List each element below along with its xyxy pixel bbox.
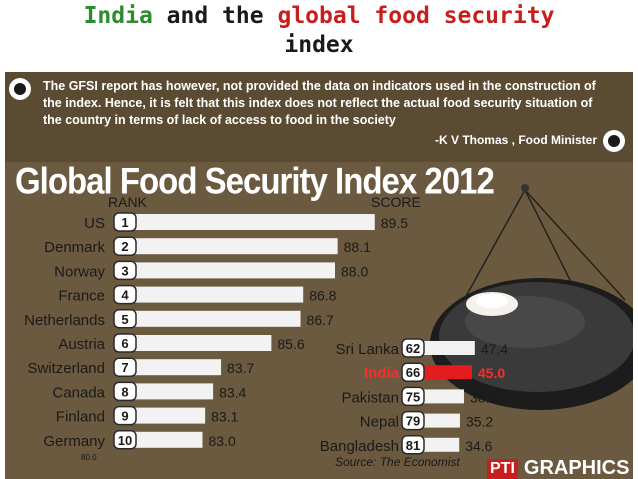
bar-us [123, 214, 375, 230]
score-label: 83.7 [227, 360, 254, 376]
country-label: India [364, 365, 400, 382]
bar-finland-rank: 9 [121, 409, 128, 424]
bar-germany-badge [113, 430, 137, 450]
title-india: India [83, 3, 153, 29]
bar-finland-badge [113, 405, 137, 426]
bar-norway-rank: 3 [121, 263, 128, 278]
bar-pakistan [417, 389, 464, 404]
country-label: France [58, 288, 105, 305]
score-label: 88.1 [344, 239, 371, 255]
bar-france-badge [113, 284, 137, 305]
scale-icon [430, 184, 633, 410]
score-label: 83.0 [209, 433, 236, 449]
score-label: 86.8 [309, 288, 336, 304]
brand-logo: PTI GRAPHICS [487, 457, 629, 479]
bar-us-badge [113, 212, 137, 232]
quote-attribution: -K V Thomas , Food Minister [434, 133, 597, 147]
bar-norway [123, 262, 335, 279]
bar-netherlands-rank: 5 [121, 312, 128, 327]
bar-france-rank: 4 [121, 288, 129, 303]
bar-india-badge [401, 362, 425, 382]
score-column-header: SCORE [371, 194, 421, 210]
score-label: 47.4 [481, 341, 508, 357]
country-label: US [84, 215, 105, 232]
title-and-the: and the [166, 3, 264, 29]
top-ten-series: US 1 89.5 Denmark 2 88.1 Norway 3 88.0 France 4 86.… [24, 212, 408, 450]
bar-sri-lanka [417, 341, 475, 355]
country-label: Nepal [360, 414, 399, 431]
bar-canada-badge [113, 381, 137, 402]
chart-area: US 1 89.5 Denmark 2 88.1 Norway 3 88.0 France 4 86.… [24, 184, 633, 462]
bar-germany-rank: 10 [118, 433, 132, 448]
score-label: 38.5 [470, 389, 497, 405]
bar-canada-rank: 8 [121, 384, 128, 399]
bar-india-rank: 66 [406, 365, 420, 380]
quote-open-icon [9, 78, 31, 100]
pti-logo: PTI [487, 458, 518, 479]
bar-netherlands [123, 310, 301, 327]
rank-column-header: RANK [108, 194, 147, 210]
bar-denmark-rank: 2 [121, 239, 128, 254]
score-label: 45.0 [478, 365, 505, 381]
bar-switzerland-badge [113, 357, 137, 377]
country-label: Canada [52, 384, 105, 401]
score-label: 86.7 [307, 312, 334, 328]
country-label: Finland [56, 409, 105, 426]
country-label: Austria [58, 336, 105, 353]
bar-france [123, 286, 304, 303]
bar-germany [123, 431, 203, 448]
score-label: 83.4 [219, 384, 246, 400]
bar-finland [123, 407, 206, 424]
quote-close-icon [603, 130, 625, 152]
bar-netherlands-badge [113, 309, 137, 329]
bar-nepal-rank: 79 [406, 414, 420, 429]
bar-austria [123, 335, 272, 351]
bar-sri-lanka-rank: 62 [406, 341, 420, 356]
bar-us-rank: 1 [121, 215, 128, 230]
score-label: 83.1 [211, 409, 238, 425]
bar-denmark-badge [113, 236, 137, 256]
quote-box: The GFSI report has however, not provide… [5, 72, 633, 162]
country-label: Netherlands [24, 312, 105, 329]
bar-pakistan-rank: 75 [406, 389, 420, 404]
country-label: Denmark [44, 239, 105, 256]
bar-india [417, 365, 472, 380]
graphics-label: GRAPHICS [523, 457, 630, 479]
infographic: The GFSI report has however, not provide… [5, 72, 633, 479]
country-label: Bangladesh [320, 438, 399, 455]
bar-norway-badge [113, 260, 137, 281]
bar-bangladesh-rank: 81 [406, 438, 420, 453]
source-note: Source: The Economist [335, 455, 460, 469]
country-label: Switzerland [27, 360, 105, 377]
score-label: 85.6 [277, 336, 304, 352]
south-asia-series: Sri Lanka 62 47.4 India 66 45.0 Pakistan 75 38.5… [320, 338, 508, 455]
bar-pakistan-badge [401, 386, 425, 407]
bar-canada [123, 383, 214, 400]
quote-text: The GFSI report has however, not provide… [43, 79, 596, 127]
country-label: Norway [54, 263, 105, 280]
bar-bangladesh-badge [401, 435, 425, 455]
bar-austria-rank: 6 [121, 336, 128, 351]
country-label: Sri Lanka [336, 341, 400, 358]
bar-switzerland-rank: 7 [121, 360, 128, 375]
bar-austria-badge [113, 333, 137, 353]
axis-min-label: 80.0 [81, 453, 97, 462]
bar-nepal [417, 413, 460, 428]
title-index: index [284, 32, 354, 58]
bar-sri-lanka-badge [401, 338, 425, 358]
bar-bangladesh [417, 437, 460, 452]
bar-denmark [123, 238, 338, 255]
country-label: Pakistan [341, 389, 399, 406]
score-label: 89.5 [381, 215, 408, 231]
slide-title: India and the global food security index [0, 2, 638, 60]
score-label: 34.6 [465, 438, 492, 454]
score-label: 35.2 [466, 414, 493, 430]
score-label: 88.0 [341, 263, 368, 279]
bar-switzerland [123, 359, 222, 376]
country-label: Germany [43, 433, 105, 450]
title-global-food-security: global food security [277, 3, 555, 29]
bar-nepal-badge [401, 410, 425, 431]
chart-heading: Global Food Security Index 2012 [15, 160, 495, 202]
